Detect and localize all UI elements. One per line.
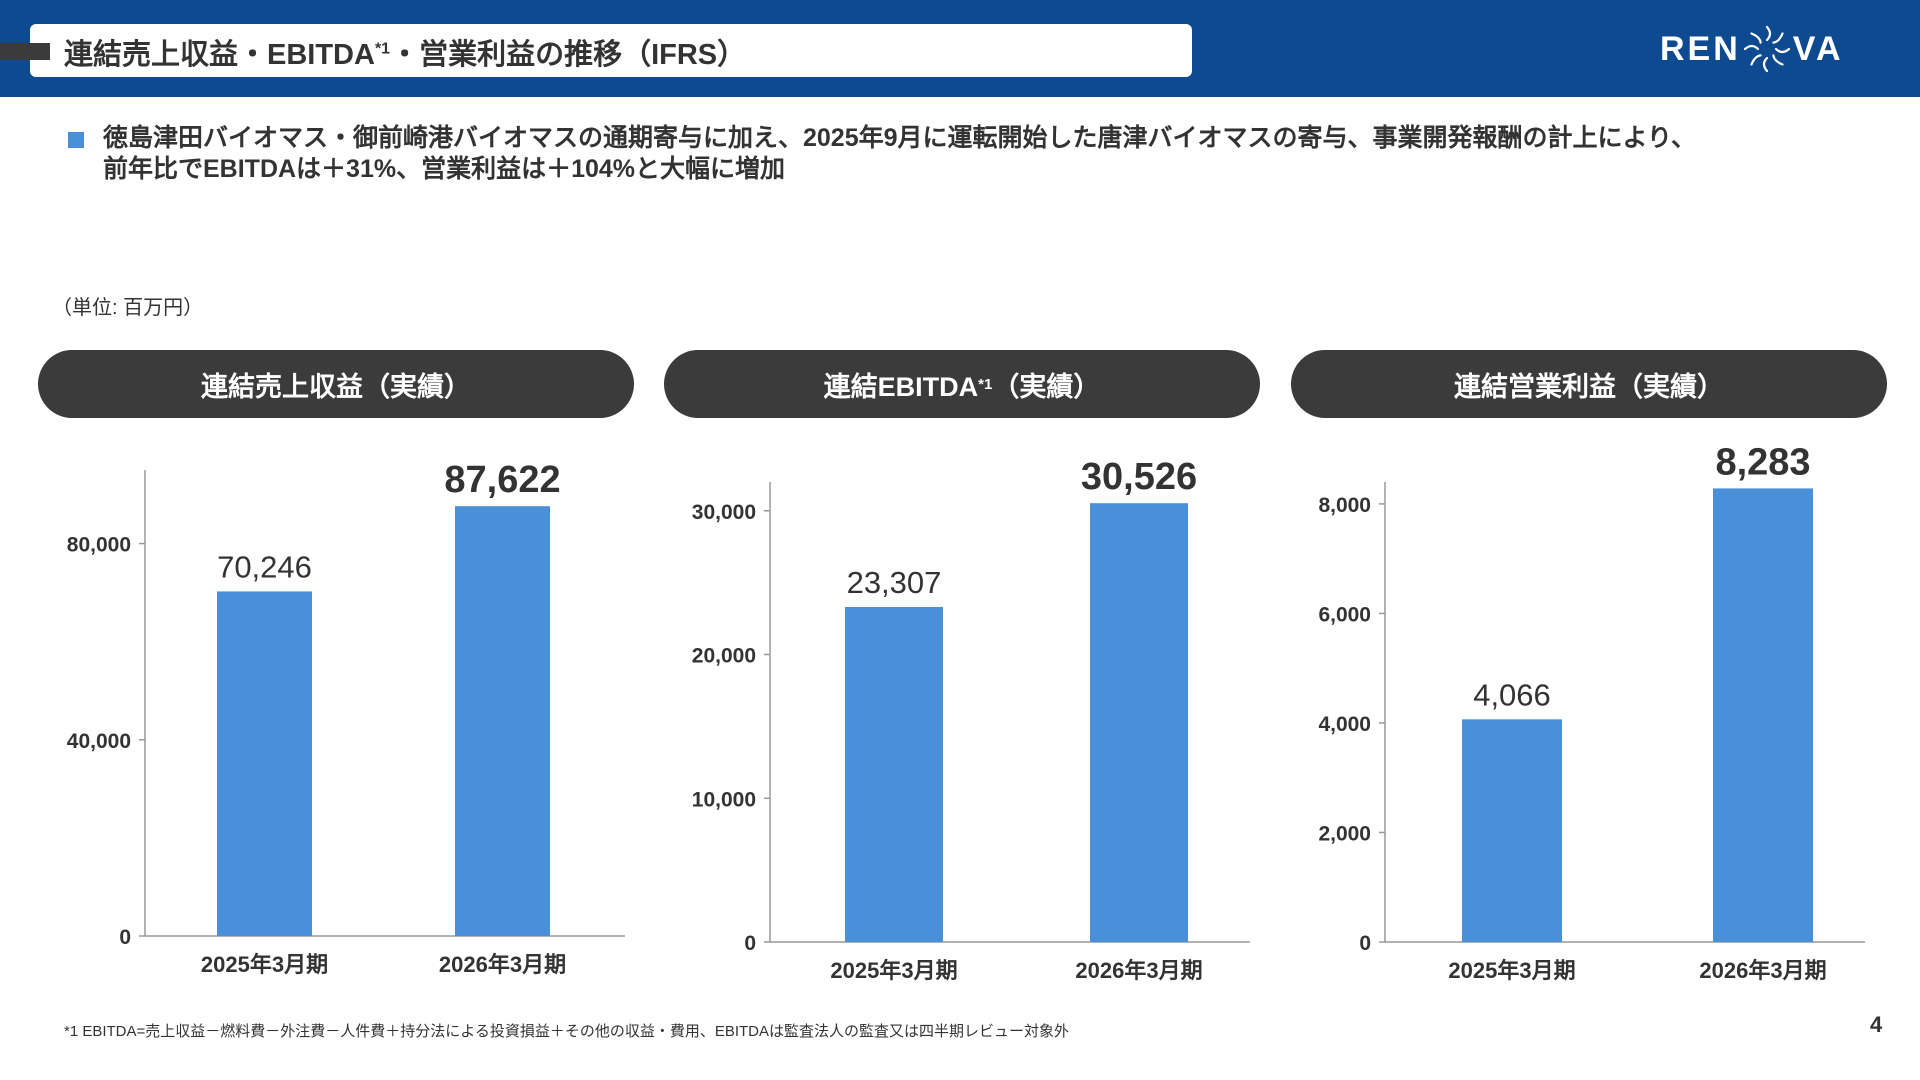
bar-value-label: 30,526: [1081, 456, 1197, 498]
bar: [217, 591, 312, 936]
y-tick-label: 8,000: [1318, 494, 1371, 517]
x-category-label: 2026年3月期: [1075, 958, 1202, 983]
ebitda-chart: 0 10,000 20,000 30,000 23,307 2025年3月期 30,526 2…: [692, 456, 1250, 983]
unit-label: （単位: 百万円）: [52, 297, 204, 319]
revenue-chart: 0 40,000 80,000 70,246 2025年3月期 87,622 2026年3月…: [67, 459, 625, 977]
y-tick-label: 4,000: [1318, 713, 1371, 736]
y-tick-label: 80,000: [67, 534, 131, 557]
y-tick-label: 40,000: [67, 730, 131, 753]
x-category-label: 2026年3月期: [439, 952, 566, 977]
logo-sun-icon: [1743, 25, 1790, 73]
bar: [845, 606, 943, 942]
x-category-label: 2025年3月期: [1448, 958, 1575, 983]
y-tick-label: 6,000: [1318, 603, 1371, 626]
bar-value-label: 8,283: [1715, 441, 1810, 483]
y-tick-label: 0: [1359, 932, 1371, 955]
x-category-label: 2025年3月期: [830, 958, 957, 983]
panel-title-operating-profit: 連結営業利益（実績）: [1291, 350, 1887, 418]
page-number: 4: [1870, 1012, 1883, 1037]
x-category-label: 2025年3月期: [201, 952, 328, 977]
bar-value-label: 70,246: [217, 549, 312, 584]
footnote: *1 EBITDA=売上収益－燃料費－外注費－人件費＋持分法による投資損益＋その…: [64, 1023, 1070, 1040]
operating-profit-chart: 0 2,000 4,000 6,000 8,000 4,066 2025年3月期 8,283 2…: [1318, 441, 1865, 983]
bar: [1462, 719, 1562, 942]
title-box: [30, 24, 1192, 77]
y-tick-label: 10,000: [692, 788, 756, 811]
renova-logo: REN VA: [1660, 24, 1844, 74]
panel-title-ebitda: 連結EBITDA *1 （実績）: [664, 350, 1260, 418]
title-marker: [0, 43, 50, 60]
bar-value-label: 4,066: [1473, 677, 1551, 712]
bar-value-label: 87,622: [444, 459, 560, 501]
y-tick-label: 0: [744, 932, 756, 955]
y-tick-label: 0: [119, 926, 131, 949]
panel-title-revenue: 連結売上収益（実績）: [38, 350, 634, 418]
y-tick-label: 30,000: [692, 501, 756, 524]
bar-value-label: 23,307: [847, 565, 942, 600]
summary-text: 徳島津田バイオマス・御前崎港バイオマスの通期寄与に加え、2025年9月に運転開始…: [103, 124, 1697, 183]
y-tick-label: 20,000: [692, 645, 756, 668]
bar: [455, 506, 550, 936]
y-tick-label: 2,000: [1318, 822, 1371, 845]
bullet-square: [68, 132, 84, 148]
x-category-label: 2026年3月期: [1699, 958, 1826, 983]
page-title: 連結売上収益・EBITDA*1・営業利益の推移（IFRS）: [64, 39, 747, 71]
bar: [1713, 488, 1813, 942]
bar: [1090, 503, 1188, 942]
